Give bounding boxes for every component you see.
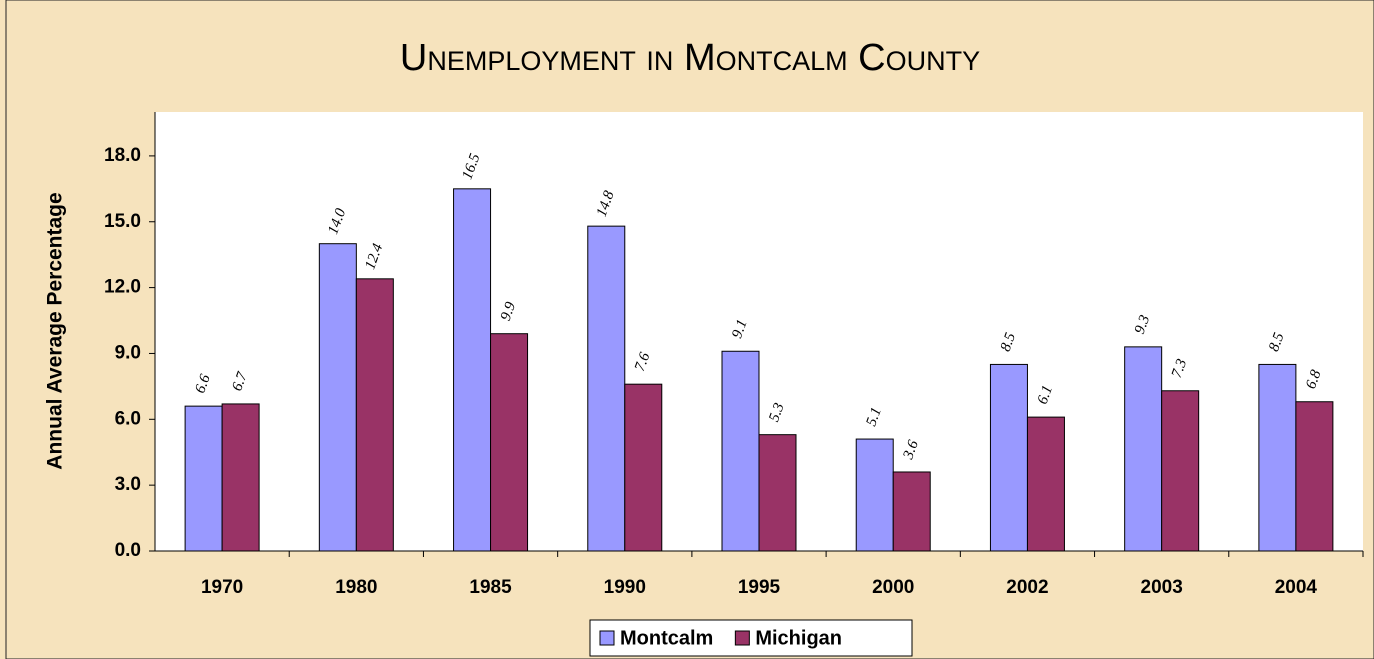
bar — [1295, 401, 1334, 552]
value-label: 9.3 — [1132, 313, 1153, 336]
bar — [587, 225, 626, 552]
legend-label: Montcalm — [620, 627, 713, 649]
y-tick-label: 9.0 — [115, 342, 141, 363]
bar — [892, 471, 931, 552]
value-label: 6.8 — [1303, 368, 1325, 392]
value-label: 9.1 — [729, 318, 750, 341]
value-label: 6.1 — [1035, 383, 1056, 406]
value-label: 5.3 — [766, 401, 787, 424]
chart-title: Unemployment in Montcalm County — [400, 37, 980, 79]
x-tick-label: 1995 — [738, 577, 781, 598]
value-label: 7.6 — [632, 350, 654, 374]
legend-label: Michigan — [755, 627, 842, 649]
legend-swatch — [734, 630, 750, 646]
value-label: 6.6 — [192, 372, 214, 396]
y-axis-label: Annual Average Percentage — [44, 192, 67, 469]
value-label: 8.5 — [998, 330, 1020, 354]
x-tick-label: 1980 — [335, 577, 377, 598]
bar — [1258, 363, 1297, 552]
bar — [221, 403, 260, 552]
x-tick-label: 1985 — [469, 577, 512, 598]
value-label: 7.3 — [1169, 357, 1190, 380]
x-tick-label: 2003 — [1141, 577, 1183, 598]
bar — [624, 383, 663, 552]
legend-swatch — [599, 630, 615, 646]
bar — [453, 188, 492, 552]
legend-box — [589, 619, 913, 657]
y-tick-label: 15.0 — [104, 211, 141, 232]
bar — [721, 350, 760, 552]
bar — [855, 438, 894, 552]
frame — [5, 0, 1374, 659]
x-tick-label: 1970 — [201, 577, 243, 598]
x-tick-label: 2002 — [1006, 577, 1048, 598]
value-label: 5.1 — [863, 405, 884, 428]
y-tick-label: 6.0 — [115, 408, 141, 429]
x-tick-label: 1990 — [604, 577, 646, 598]
bar — [758, 434, 797, 552]
y-tick-label: 18.0 — [104, 145, 141, 166]
y-tick-label: 0.0 — [115, 540, 141, 561]
value-label: 8.5 — [1266, 330, 1288, 354]
bar — [1026, 416, 1065, 552]
x-tick-label: 2000 — [872, 577, 914, 598]
value-label: 3.6 — [900, 438, 922, 463]
y-tick-label: 3.0 — [115, 474, 141, 495]
y-tick-label: 12.0 — [104, 277, 141, 298]
bar — [1124, 346, 1163, 552]
bar — [355, 278, 394, 552]
x-tick-label: 2004 — [1275, 577, 1318, 598]
value-label: 9.9 — [498, 299, 520, 323]
bar — [989, 363, 1028, 552]
bar — [1161, 390, 1200, 552]
bar — [318, 243, 357, 552]
value-label: 6.7 — [229, 369, 251, 394]
bar — [184, 405, 223, 552]
bar — [490, 333, 529, 552]
